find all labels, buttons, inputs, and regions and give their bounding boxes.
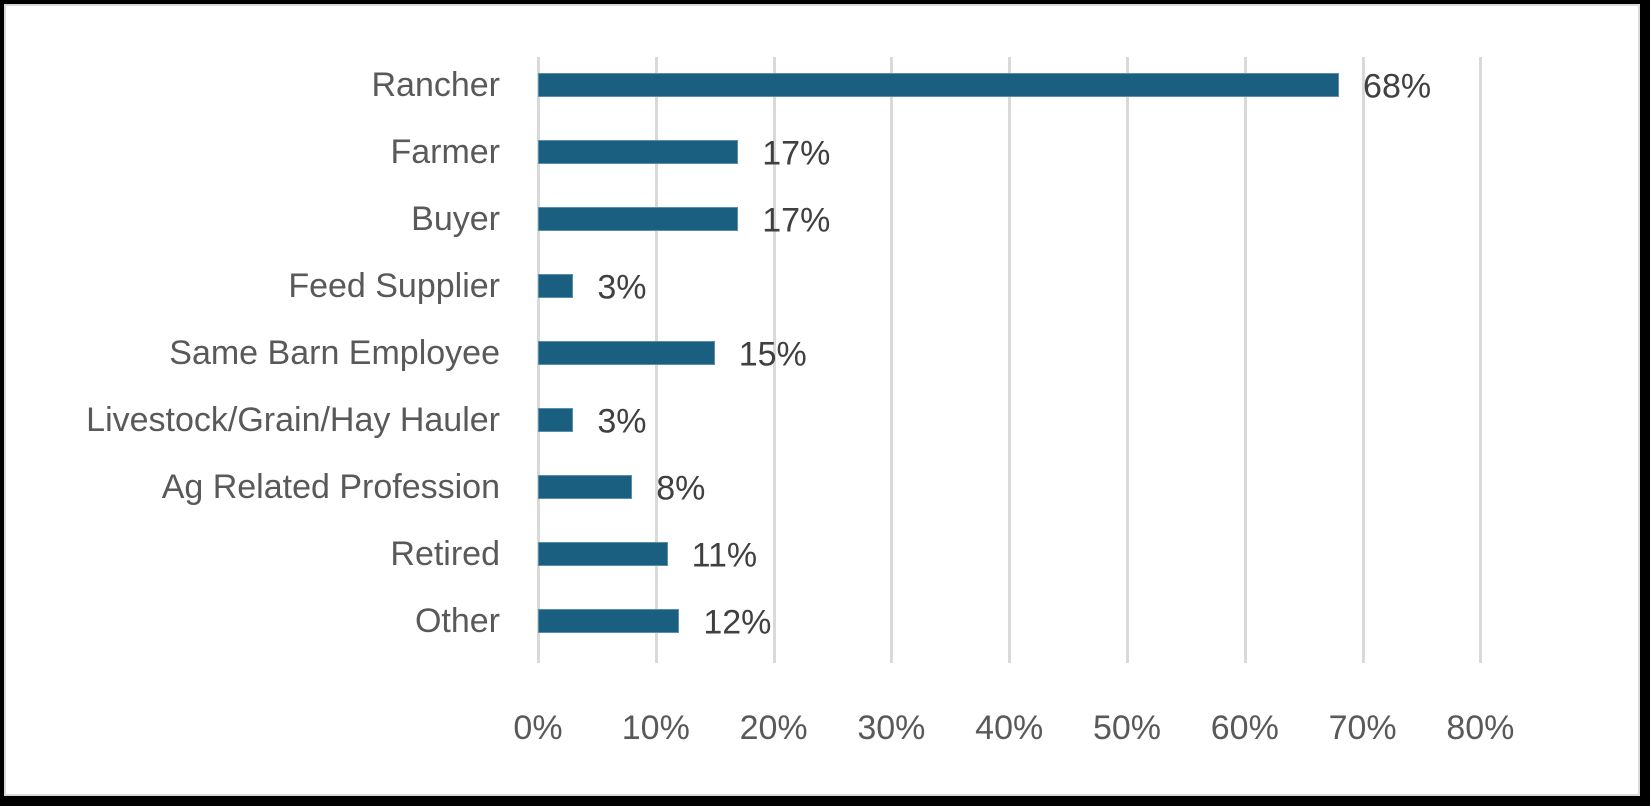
value-label: 12%	[703, 603, 772, 642]
category-label: Retired	[390, 535, 500, 573]
category-label: Buyer	[411, 200, 500, 238]
gridline	[772, 57, 776, 663]
bar	[538, 475, 633, 499]
value-label: 3%	[597, 268, 647, 307]
value-label: 68%	[1363, 67, 1432, 106]
category-label: Rancher	[371, 66, 500, 104]
value-label: 11%	[691, 536, 758, 575]
category-label: Same Barn Employee	[169, 334, 500, 372]
value-label: 17%	[762, 201, 831, 240]
category-label: Farmer	[390, 133, 500, 171]
bar	[538, 408, 574, 432]
bar	[538, 140, 739, 164]
x-tick-label: 50%	[1092, 709, 1162, 747]
plot-area: 0% 10% 20% 30% 40% 50% 60% 70% 80% Rancher 68% Farm…	[6, 6, 1638, 794]
category-label: Livestock/Grain/Hay Hauler	[86, 401, 500, 439]
value-label: 3%	[597, 402, 647, 441]
x-tick-label: 80%	[1446, 709, 1515, 747]
bar	[538, 274, 574, 298]
gridline	[890, 57, 894, 663]
gridline	[1126, 57, 1129, 663]
value-label: 8%	[656, 469, 706, 508]
x-tick-label: 30%	[857, 709, 926, 747]
gridline	[1361, 57, 1365, 663]
bar	[538, 542, 668, 566]
bar	[538, 73, 1340, 97]
gridline	[1008, 57, 1012, 663]
bar	[538, 609, 680, 633]
category-label: Other	[414, 602, 500, 640]
x-tick-label: 60%	[1210, 709, 1279, 747]
bar	[538, 207, 739, 231]
x-tick-label: 10%	[621, 709, 690, 747]
gridline	[1243, 57, 1247, 663]
value-label: 17%	[762, 134, 831, 173]
gridline	[1479, 57, 1483, 663]
x-tick-label: 0%	[513, 709, 563, 747]
chart-frame: 0% 10% 20% 30% 40% 50% 60% 70% 80% Rancher 68% Farm…	[4, 4, 1640, 796]
x-tick-label: 20%	[739, 709, 808, 747]
x-tick-label: 70%	[1328, 709, 1397, 747]
category-label: Feed Supplier	[288, 267, 500, 305]
category-label: Ag Related Profession	[161, 468, 500, 506]
value-label: 15%	[738, 335, 807, 374]
x-tick-label: 40%	[975, 709, 1044, 747]
bar	[538, 341, 715, 365]
